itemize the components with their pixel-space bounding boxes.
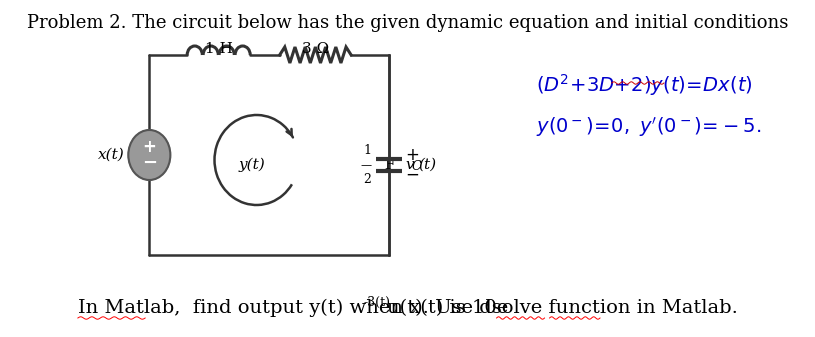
Text: u(t). Use dsolve function in Matlab.: u(t). Use dsolve function in Matlab. <box>386 299 738 317</box>
Text: 1: 1 <box>363 144 372 157</box>
Text: v: v <box>405 158 413 172</box>
Text: C: C <box>412 160 421 174</box>
Text: y(t): y(t) <box>239 158 266 172</box>
Text: Problem 2. The circuit below has the given dynamic equation and initial conditio: Problem 2. The circuit below has the giv… <box>27 14 788 32</box>
Text: 1 H: 1 H <box>205 42 232 56</box>
Text: +: + <box>405 146 419 164</box>
Text: F: F <box>380 158 395 172</box>
Text: In Matlab,  find output y(t) when x(t) is 10e: In Matlab, find output y(t) when x(t) is… <box>78 299 508 317</box>
Text: -3(t): -3(t) <box>363 296 390 308</box>
Text: —: — <box>360 160 372 170</box>
Text: 3 Ω: 3 Ω <box>302 42 329 56</box>
Text: −: − <box>142 154 157 172</box>
Text: (t): (t) <box>418 158 437 172</box>
Circle shape <box>128 130 170 180</box>
Text: $y(0^-)\!=\!0,\ y'(0^-)\!=\!-5.$: $y(0^-)\!=\!0,\ y'(0^-)\!=\!-5.$ <box>536 115 761 139</box>
Text: +: + <box>143 138 156 156</box>
Text: 2: 2 <box>363 173 372 186</box>
Text: −: − <box>405 166 419 184</box>
Text: $(D^2\!+\!3D\!+\!2)y(t)\!=\!Dx(t)$: $(D^2\!+\!3D\!+\!2)y(t)\!=\!Dx(t)$ <box>536 72 753 98</box>
Text: x(t): x(t) <box>99 148 125 162</box>
